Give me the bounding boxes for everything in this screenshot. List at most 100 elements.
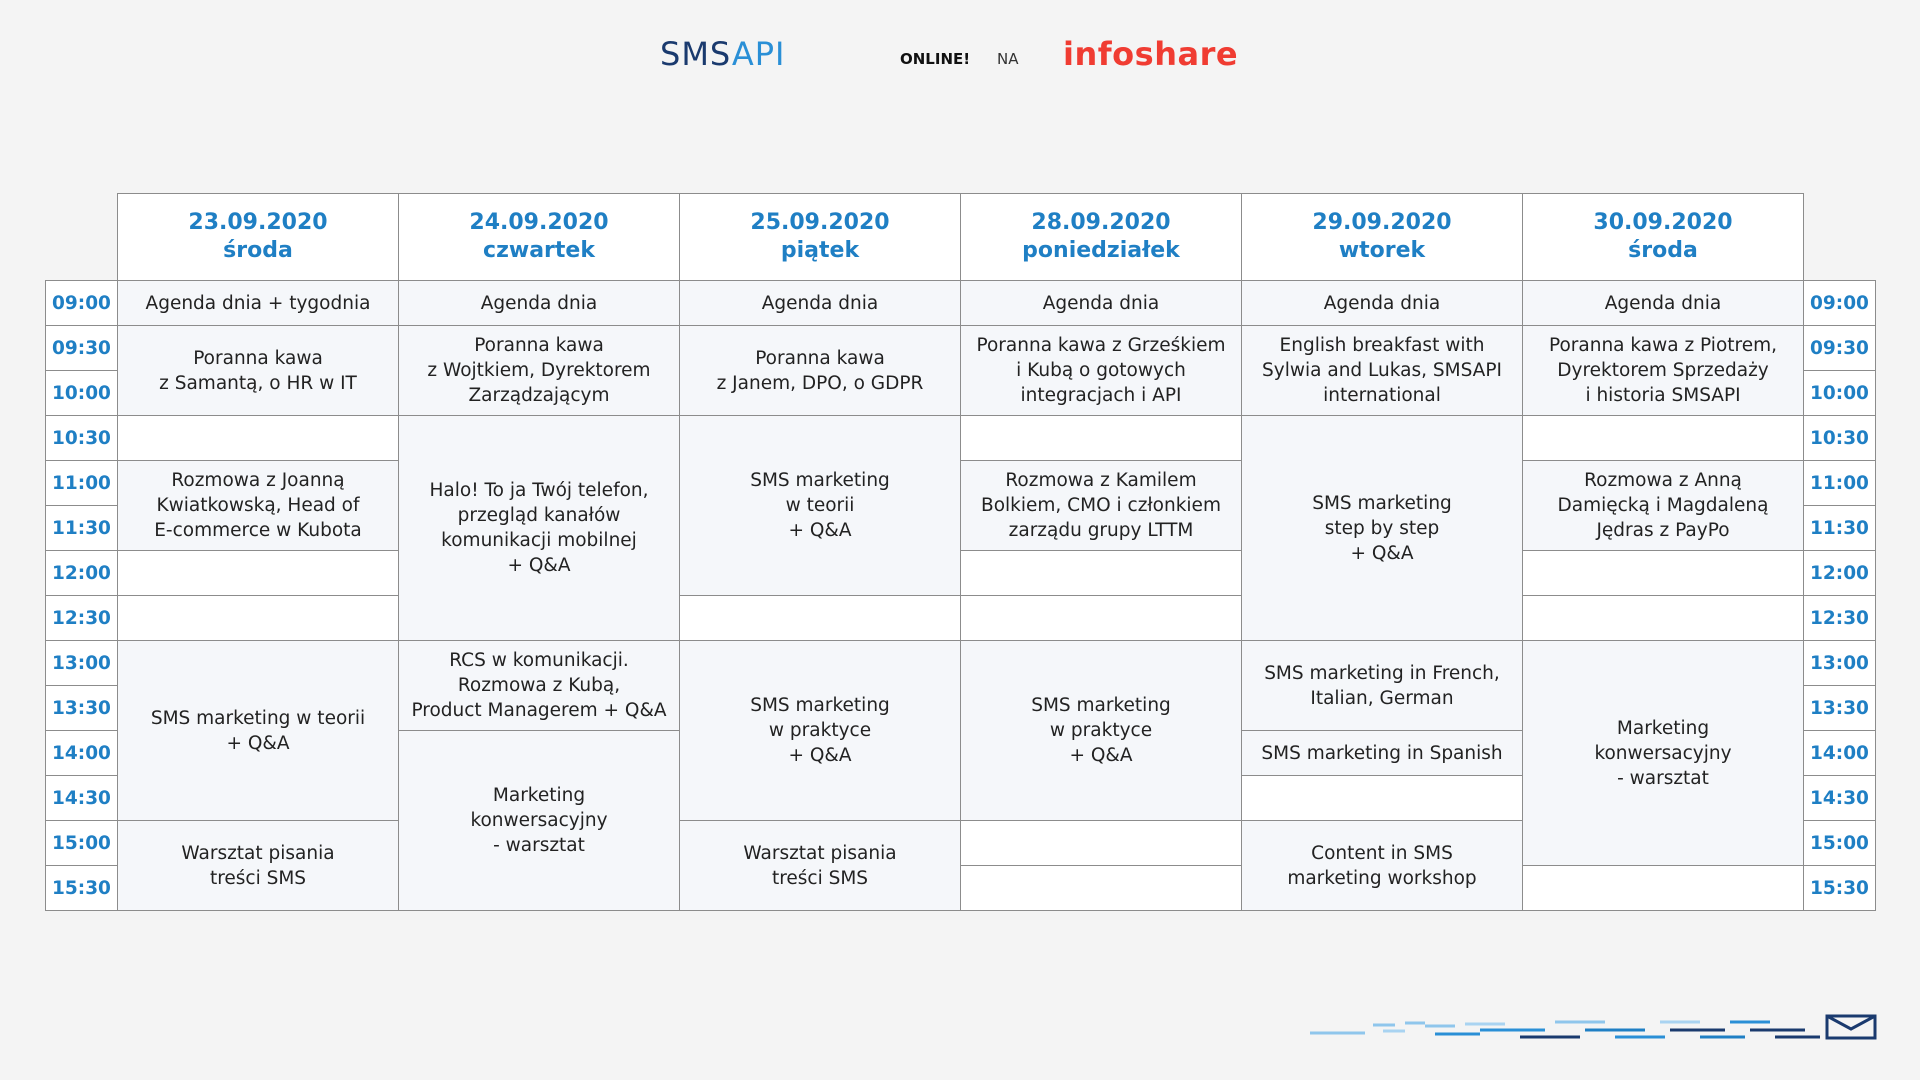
day-name: wtorek [1338,238,1426,263]
session-line: SMS marketing [1031,695,1171,716]
session-line: Rozmowa z Kubą, [457,675,621,696]
session-agenda: Agenda dnia + tygodnia [117,280,399,326]
session-line: Poranna kawa z Grześkiem [976,335,1226,356]
time-label: 11:30 [45,505,118,551]
session-morning-coffee: Poranna kawa z Samantą, o HR w IT [117,325,399,416]
infoshare-logo: infoshare [1063,35,1239,73]
day-date: 30.09.2020 [1593,210,1733,235]
session-line: Rozmowa z Joanną [171,470,345,491]
session-morning-coffee: Poranna kawa z Janem, DPO, o GDPR [679,325,961,416]
empty-slot [960,415,1242,461]
time-label: 13:30 [45,685,118,731]
time-label: 14:30 [1803,775,1876,821]
session-line: - warsztat [1617,767,1709,789]
session-conversational: Marketing konwersacyjny - warsztat [398,730,680,911]
time-label: 10:30 [45,415,118,461]
time-row: 11:30 11:30 [45,505,1876,551]
time-row: 09:30 Poranna kawa z Samantą, o HR w IT … [45,325,1876,416]
time-label: 09:30 [1803,325,1876,371]
time-row: 09:00 Agenda dnia + tygodnia Agenda dnia… [45,280,1876,326]
session-morning-coffee: Poranna kawa z Grześkiem i Kubą o gotowy… [960,325,1242,416]
session-line: Kwiatkowską, Head of [156,495,360,516]
time-label: 15:30 [45,865,118,911]
logo-accent-text: API [731,35,786,73]
session-spanish: SMS marketing in Spanish [1241,730,1523,776]
session-morning-coffee: Poranna kawa z Wojtkiem, Dyrektorem Zarz… [398,325,680,416]
time-label: 14:00 [1803,730,1876,776]
day-header: 28.09.2020 poniedziałek [960,193,1242,281]
empty-slot [1522,865,1804,911]
time-label: 15:00 [45,820,118,866]
session-line: komunikacji mobilnej [441,530,637,551]
session-line: + Q&A [1069,745,1133,766]
time-row: 15:00 Warsztat pisania treści SMS Warszt… [45,820,1876,911]
session-languages: SMS marketing in French, Italian, German [1241,640,1523,731]
session-agenda: Agenda dnia [398,280,680,326]
session-line: Italian, German [1310,687,1454,709]
session-line: SMS marketing [750,695,890,716]
time-label: 12:30 [45,595,118,641]
session-line: SMS marketing w teorii [150,707,366,729]
day-header: 25.09.2020 piątek [679,193,961,281]
smsapi-logo: SMSAPI [660,35,785,73]
session-sms-practice: SMS marketing w praktyce + Q&A [679,640,961,821]
time-row: 13:30 13:30 [45,685,1876,731]
session-rcs: RCS w komunikacji. Rozmowa z Kubą, Produ… [398,640,680,731]
session-agenda: Agenda dnia [1522,280,1804,326]
logo-main-text: SMS [660,35,732,73]
session-english-breakfast: English breakfast with Sylwia and Lukas,… [1241,325,1523,416]
time-label: 09:30 [45,325,118,371]
session-line: international [1323,385,1441,406]
session-line: treści SMS [771,867,869,889]
time-label: 14:00 [45,730,118,776]
session-line: Zarządzającym [468,385,610,406]
session-line: marketing workshop [1287,867,1477,889]
time-row: 14:30 14:30 [45,775,1876,821]
empty-slot [960,865,1242,911]
header: SMSAPI ONLINE! NA infoshare [0,35,1920,75]
session-line: Poranna kawa z Piotrem, [1548,335,1778,356]
session-line: konwersacyjny [1594,742,1732,764]
session-line: SMS marketing [1312,492,1452,514]
session-line: + Q&A [1350,542,1414,564]
empty-slot [1241,775,1523,821]
empty-slot [117,415,399,461]
session-sms-theory: SMS marketing w teorii + Q&A [679,415,961,596]
session-line: Product Managerem + Q&A [411,700,667,721]
session-line: Content in SMS [1311,842,1453,864]
day-name: czwartek [483,238,595,263]
session-step-by-step: SMS marketing step by step + Q&A [1241,415,1523,641]
time-label: 11:00 [45,460,118,506]
session-interview: Rozmowa z Kamilem Bolkiem, CMO i członki… [960,460,1242,551]
empty-slot [1522,415,1804,461]
session-line: Bolkiem, CMO i członkiem [981,495,1221,516]
na-label: NA [997,50,1019,68]
empty-slot [960,595,1242,641]
schedule-table: 23.09.2020 środa 24.09.2020 czwartek 25.09… [45,193,1876,911]
time-row: 12:00 12:00 [45,550,1876,596]
session-phone-channels: Halo! To ja Twój telefon, przegląd kanał… [398,415,680,641]
session-line: step by step [1324,517,1440,539]
session-line: Damięcką i Magdaleną [1557,495,1769,516]
session-workshop: Warsztat pisania treści SMS [679,820,961,911]
session-sms-practice: SMS marketing w praktyce + Q&A [960,640,1242,821]
day-date: 28.09.2020 [1031,210,1171,235]
envelope-speed-lines-icon [1310,1014,1877,1040]
time-label: 10:00 [1803,370,1876,416]
session-content-workshop: Content in SMS marketing workshop [1241,820,1523,911]
empty-slot [1522,595,1804,641]
session-line: z Samantą, o HR w IT [159,372,357,394]
empty-slot [960,820,1242,866]
time-label: 09:00 [45,280,118,326]
session-line: SMS marketing in French, [1264,662,1500,684]
session-line: E-commerce w Kubota [154,520,362,541]
time-row: 11:00 Rozmowa z Joanną Kwiatkowską, Head… [45,460,1876,551]
empty-slot [117,550,399,596]
session-line: konwersacyjny [470,810,608,831]
time-row: 12:30 12:30 [45,595,1876,641]
time-row: 10:30 Halo! To ja Twój telefon, przegląd… [45,415,1876,641]
session-line: - warsztat [493,835,585,856]
time-label: 13:00 [1803,640,1876,686]
time-row: 14:00 Marketing konwersacyjny - warsztat… [45,730,1876,911]
day-header-row: 23.09.2020 środa 24.09.2020 czwartek 25.09… [46,193,1876,281]
